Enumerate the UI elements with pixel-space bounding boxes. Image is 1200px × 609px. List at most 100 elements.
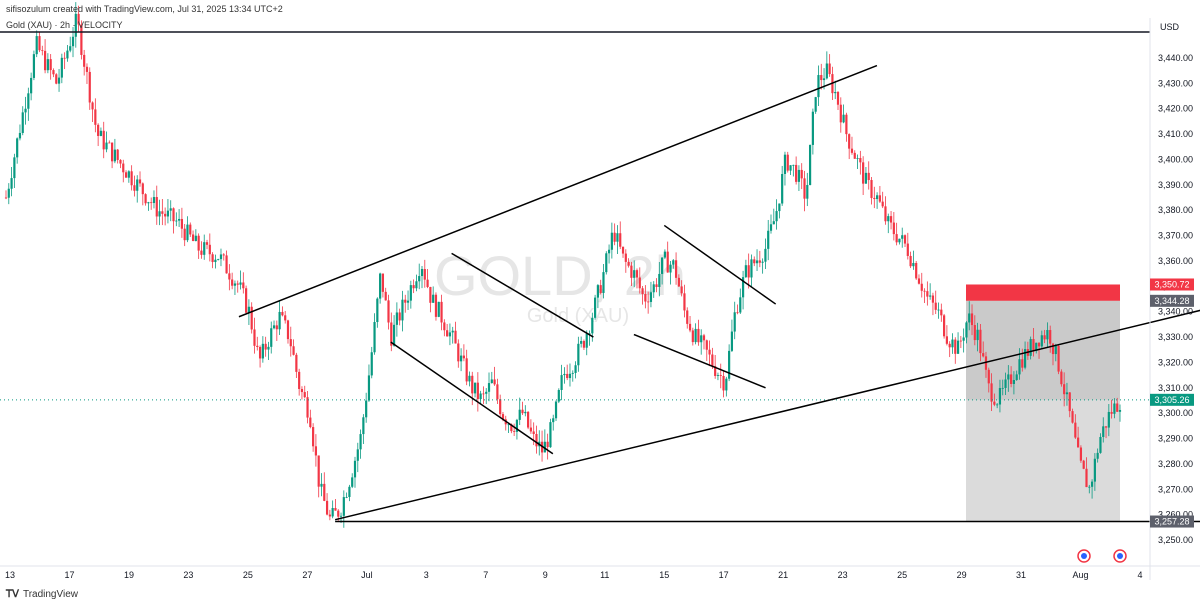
candle-body xyxy=(253,329,256,346)
candle-body xyxy=(446,330,449,337)
y-tick-label: 3,250.00 xyxy=(1158,535,1193,545)
candle-body xyxy=(150,202,153,204)
candle-body xyxy=(1071,411,1074,423)
candle-body xyxy=(912,262,915,267)
candle-body xyxy=(24,108,27,113)
candle-body xyxy=(588,333,591,335)
candle-body xyxy=(147,202,150,204)
target-zone-lower xyxy=(966,399,1120,522)
candle-body xyxy=(552,418,555,423)
x-tick-label: Jul xyxy=(361,570,373,580)
candle-body xyxy=(387,300,390,323)
candle-body xyxy=(786,154,789,171)
candle-body xyxy=(661,257,664,274)
candle-body xyxy=(197,235,200,251)
candle-body xyxy=(183,228,186,241)
candle-body xyxy=(1079,447,1083,461)
candle-body xyxy=(258,346,262,359)
candle-body xyxy=(867,172,870,181)
candle-body xyxy=(412,285,415,289)
candle-body xyxy=(267,346,270,350)
candle-body xyxy=(795,164,798,182)
candle-body xyxy=(1060,371,1063,385)
candle-body xyxy=(94,109,97,125)
candle-body xyxy=(325,500,329,515)
candle-body xyxy=(1090,481,1094,487)
footer-brand: ꓔꓦ TradingView xyxy=(6,589,78,600)
candle-body xyxy=(697,328,700,343)
candle-body xyxy=(864,172,868,184)
candle-body xyxy=(242,282,245,289)
candle-body xyxy=(781,173,784,204)
candle-body xyxy=(820,75,823,81)
candle-body xyxy=(993,401,996,405)
candle-body xyxy=(1015,374,1018,381)
candle-body xyxy=(655,284,658,287)
candle-body xyxy=(85,66,89,72)
candle-body xyxy=(331,508,334,517)
candle-body xyxy=(219,254,223,260)
candle-body xyxy=(239,282,242,285)
candle-body xyxy=(69,46,72,51)
candle-body xyxy=(591,317,594,334)
candle-body xyxy=(870,180,873,198)
candle-body xyxy=(945,336,948,344)
y-tick-label: 3,400.00 xyxy=(1158,154,1193,164)
candle-body xyxy=(518,409,521,420)
candle-body xyxy=(270,328,273,347)
candle-body xyxy=(931,295,935,303)
x-tick-label: 25 xyxy=(897,570,907,580)
candle-body xyxy=(775,211,778,222)
candle-body xyxy=(842,114,845,123)
candle-body xyxy=(250,306,253,330)
us-flag-event-icon-inner xyxy=(1117,553,1123,559)
candle-body xyxy=(1012,380,1016,384)
candle-body xyxy=(186,224,189,241)
candle-body xyxy=(702,335,706,341)
candle-body xyxy=(822,78,826,81)
candle-body xyxy=(1018,359,1021,375)
candle-body xyxy=(987,369,990,384)
candle-body xyxy=(116,149,119,160)
price-label-box xyxy=(1150,515,1194,528)
candle-body xyxy=(524,411,527,414)
candle-body xyxy=(616,233,619,242)
candle-body xyxy=(1102,426,1105,437)
symbol-title: Gold (XAU) · 2h · VELOCITY xyxy=(6,20,123,30)
candle-body xyxy=(381,273,385,292)
candle-body xyxy=(320,483,323,487)
candle-body xyxy=(828,63,831,75)
candle-body xyxy=(376,298,379,323)
y-tick-label: 3,420.00 xyxy=(1158,104,1193,114)
candle-body xyxy=(652,284,655,293)
candle-body xyxy=(138,179,142,184)
candle-body xyxy=(437,301,440,317)
candle-body xyxy=(286,320,290,340)
candle-body xyxy=(585,333,588,348)
candle-body xyxy=(454,330,457,344)
candle-body xyxy=(141,183,144,195)
flag-upper-line-1 xyxy=(451,252,594,338)
candle-body xyxy=(1029,339,1032,356)
x-tick-label: 11 xyxy=(600,570,609,580)
candle-body xyxy=(728,350,731,379)
candle-body xyxy=(88,71,91,103)
candle-body xyxy=(404,299,407,303)
upper-channel-trendline xyxy=(238,64,878,318)
candle-body xyxy=(83,54,86,67)
candle-body xyxy=(49,59,52,71)
candle-body xyxy=(549,422,552,448)
x-tick-label: 21 xyxy=(778,570,788,580)
candle-body xyxy=(839,104,842,123)
candle-body xyxy=(1007,374,1010,380)
candle-body xyxy=(686,310,689,324)
x-tick-label: 23 xyxy=(838,570,848,580)
candle-body xyxy=(599,285,602,293)
candle-body xyxy=(35,36,38,55)
candle-body xyxy=(602,272,605,293)
x-tick-label: 17 xyxy=(719,570,729,580)
candle-body xyxy=(733,312,736,332)
candle-body xyxy=(672,260,675,265)
